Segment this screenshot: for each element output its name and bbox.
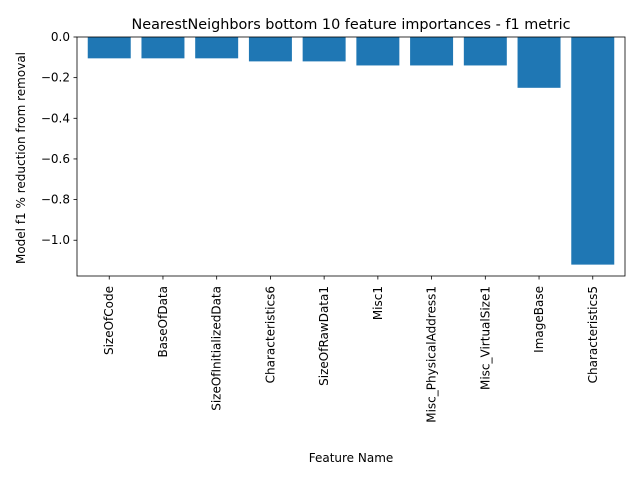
y-tick-label: −0.6 — [41, 152, 70, 166]
x-tick-label: ImageBase — [532, 286, 546, 353]
x-tick-label: Misc1 — [371, 286, 385, 320]
x-tick-label: SizeOfCode — [102, 286, 116, 355]
y-axis-label: Model f1 % reduction from removal — [14, 52, 28, 264]
plot-area-frame — [76, 36, 626, 277]
bar-baseofdata — [141, 37, 185, 59]
x-tick-label: Misc_PhysicalAddress1 — [425, 286, 439, 423]
bar-misc1 — [356, 37, 400, 66]
y-tick-label: −0.4 — [41, 111, 70, 125]
y-tick-label: −1.0 — [41, 233, 70, 247]
bar-characteristics6 — [248, 37, 292, 62]
bar-imagebase — [517, 37, 561, 88]
y-axis-ticks: 0.0 −0.2 −0.4 −0.6 −0.8 −1.0 — [41, 30, 77, 247]
x-axis-label: Feature Name — [309, 451, 394, 465]
bar-sizeofrawdata1 — [302, 37, 346, 62]
bars-group — [87, 37, 615, 265]
bar-characteristics5 — [571, 37, 615, 265]
bar-misc-physicaladdress1 — [410, 37, 454, 66]
y-tick-label: −0.2 — [41, 71, 70, 85]
bar-sizeofinitializeddata — [195, 37, 239, 59]
x-tick-label: Characteristics5 — [586, 286, 600, 383]
x-tick-label: SizeOfRawData1 — [317, 286, 331, 386]
x-tick-label: BaseOfData — [156, 286, 170, 358]
x-tick-label: SizeOfInitializedData — [210, 286, 224, 411]
x-tick-label: Misc_VirtualSize1 — [478, 286, 492, 390]
chart-title: NearestNeighbors bottom 10 feature impor… — [131, 17, 570, 33]
x-axis-ticks: SizeOfCode BaseOfData SizeOfInitializedDat… — [102, 276, 600, 423]
x-tick-label: Characteristics6 — [263, 286, 277, 383]
bar-sizeofcode — [87, 37, 131, 59]
y-tick-label: 0.0 — [51, 30, 70, 44]
bar-misc-virtualsize1 — [463, 37, 507, 66]
y-tick-label: −0.8 — [41, 193, 70, 207]
